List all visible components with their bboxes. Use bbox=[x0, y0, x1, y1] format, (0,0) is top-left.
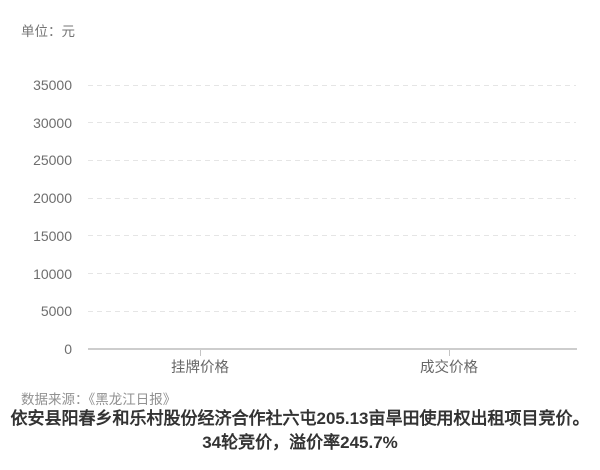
h-gridline bbox=[88, 273, 576, 275]
x-axis-tick bbox=[200, 350, 201, 356]
y-axis-tick-label: 5000 bbox=[40, 303, 72, 320]
x-category-label: 挂牌价格 bbox=[171, 360, 229, 376]
h-gridline bbox=[88, 197, 576, 199]
h-gridline bbox=[88, 310, 576, 312]
y-axis-tick-label: 30000 bbox=[33, 114, 72, 131]
y-axis-tick-label: 0 bbox=[64, 341, 72, 357]
y-axis-tick-label: 20000 bbox=[33, 190, 72, 207]
chart-title: 依安县阳春乡和乐村股份经济合作社六屯205.13亩旱田使用权出租项目竞价。 34… bbox=[0, 407, 600, 455]
h-gridline bbox=[88, 122, 576, 124]
y-axis-tick-label: 25000 bbox=[33, 152, 72, 169]
y-axis-tick-label: 35000 bbox=[33, 77, 72, 93]
x-axis-tick bbox=[449, 350, 450, 356]
y-axis-tick-label: 15000 bbox=[33, 227, 72, 244]
data-source: 数据来源：《黑龙江日报》 bbox=[21, 392, 177, 407]
y-axis-tick-label: 10000 bbox=[33, 265, 72, 282]
chart-title-line1: 依安县阳春乡和乐村股份经济合作社六屯205.13亩旱田使用权出租项目竞价。 bbox=[10, 409, 590, 428]
unit-label: 单位：元 bbox=[21, 24, 75, 39]
h-gridline bbox=[88, 84, 576, 86]
x-category-label: 成交价格 bbox=[420, 360, 478, 376]
x-axis-line bbox=[88, 348, 577, 350]
h-gridline bbox=[88, 159, 576, 161]
chart-title-line2: 34轮竞价，溢价率245.7% bbox=[202, 433, 398, 452]
h-gridline bbox=[88, 235, 576, 237]
